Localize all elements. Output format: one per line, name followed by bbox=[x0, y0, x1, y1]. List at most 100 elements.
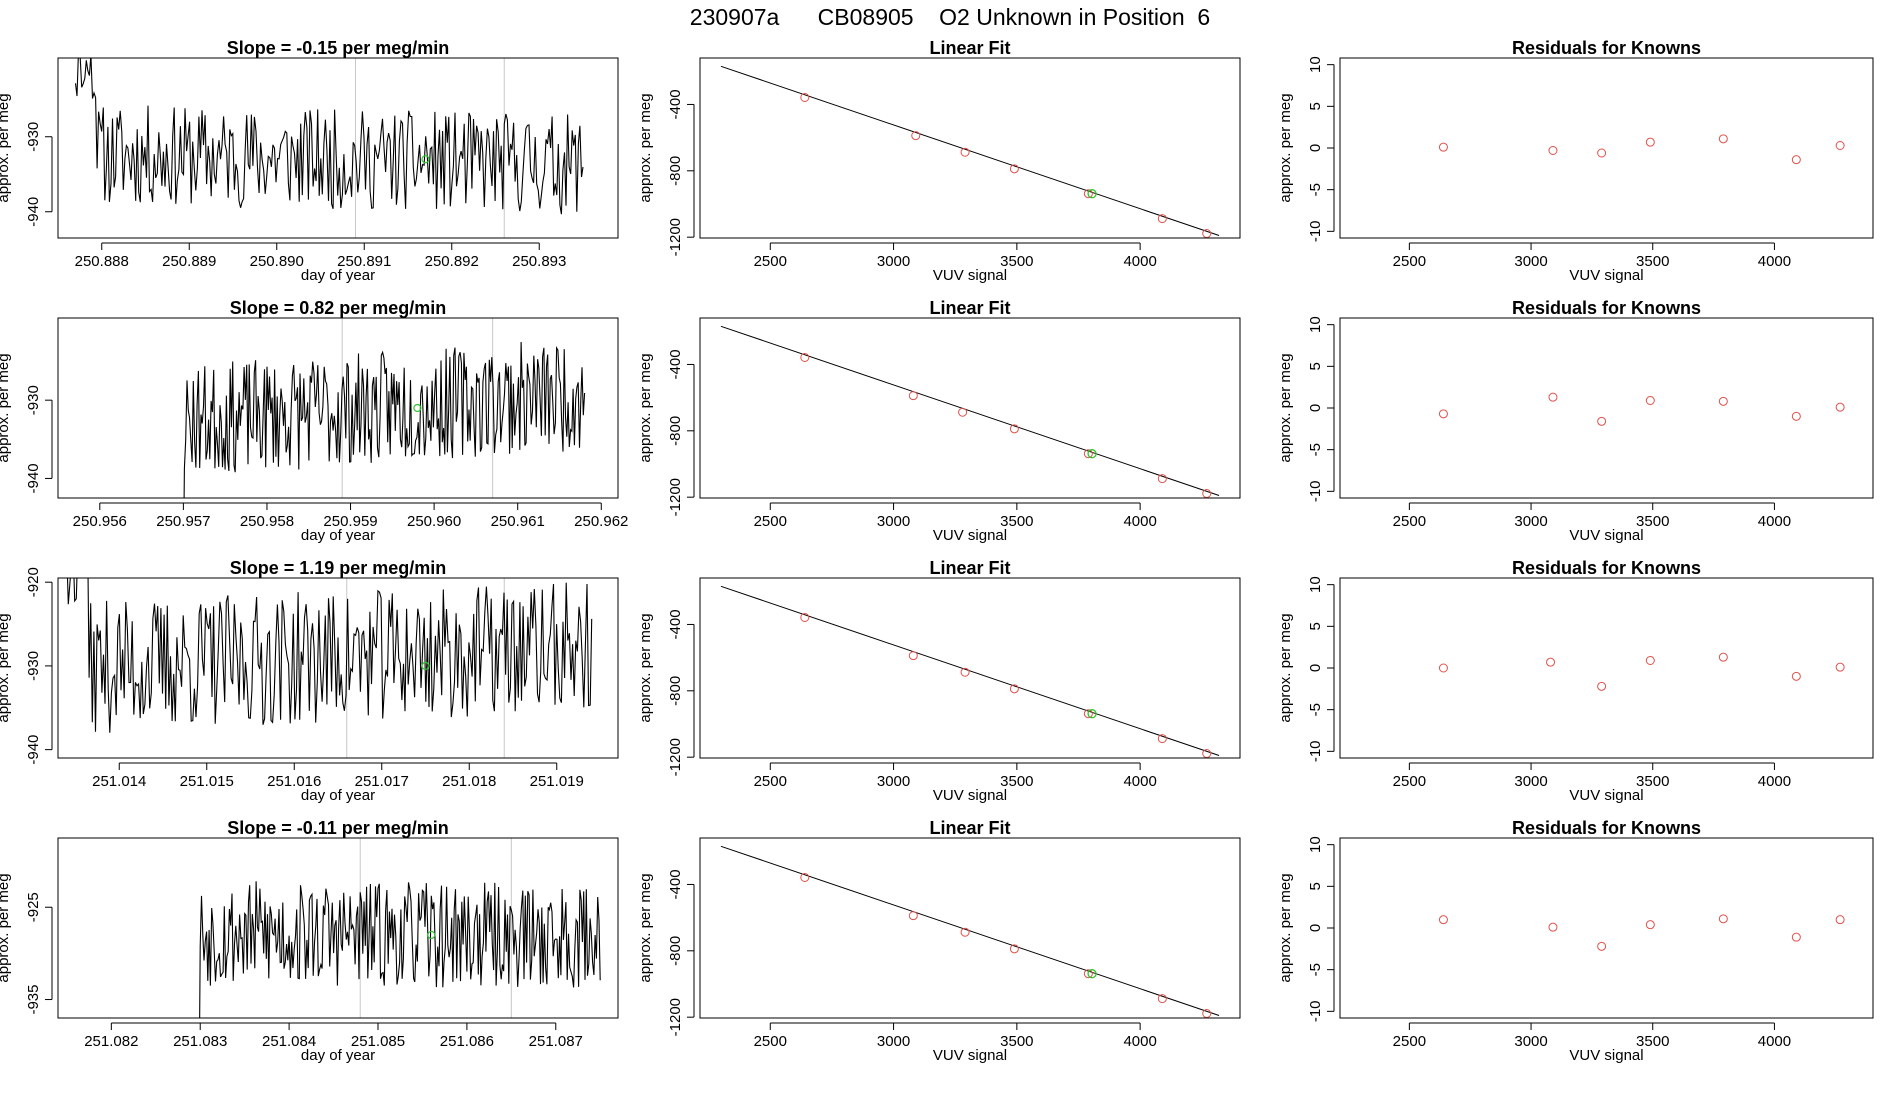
y-tick-label: 5 bbox=[1307, 882, 1324, 890]
x-axis-label: VUV signal bbox=[933, 787, 1007, 804]
y-tick-label: -920 bbox=[25, 567, 42, 597]
y-tick-label: -10 bbox=[1307, 220, 1324, 242]
known-point bbox=[1202, 1009, 1212, 1018]
x-tick-label: 251.082 bbox=[84, 1033, 138, 1050]
residual-point bbox=[1718, 396, 1728, 406]
known-point bbox=[958, 407, 968, 417]
y-tick-label: -940 bbox=[25, 463, 42, 493]
x-tick-label: 3500 bbox=[1636, 513, 1669, 530]
residual-point bbox=[1791, 411, 1801, 421]
x-tick-label: 3500 bbox=[1636, 253, 1669, 270]
unknown-point bbox=[1087, 189, 1097, 199]
x-tick-label: 250.959 bbox=[323, 513, 377, 530]
known-point bbox=[1009, 684, 1019, 694]
known-point bbox=[1157, 474, 1167, 484]
x-tick-label: 250.960 bbox=[407, 513, 461, 530]
y-axis-label: approx. per meg bbox=[637, 873, 654, 982]
plot-area bbox=[1438, 914, 1845, 951]
y-tick-label: -930 bbox=[25, 385, 42, 415]
chart-title: Linear Fit bbox=[929, 558, 1010, 578]
chart-title: Linear Fit bbox=[929, 818, 1010, 838]
x-tick-label: 3000 bbox=[1514, 773, 1547, 790]
y-axis-label: approx. per meg bbox=[0, 613, 12, 722]
x-tick-label: 4000 bbox=[1758, 1033, 1791, 1050]
plot-frame bbox=[699, 317, 1241, 499]
residual-point bbox=[1438, 142, 1448, 152]
known-point bbox=[1157, 214, 1167, 224]
x-axis-label: VUV signal bbox=[1569, 1047, 1643, 1064]
x-tick-label: 2500 bbox=[1393, 773, 1426, 790]
x-tick-label: 250.889 bbox=[162, 253, 216, 270]
y-tick-label: -400 bbox=[667, 609, 684, 639]
x-axis-label: VUV signal bbox=[933, 267, 1007, 284]
known-point bbox=[1083, 969, 1093, 979]
x-tick-label: 4000 bbox=[1123, 1033, 1156, 1050]
y-tick-label: 10 bbox=[1307, 836, 1324, 853]
y-tick-label: -10 bbox=[1307, 480, 1324, 502]
y-tick-label: -400 bbox=[667, 349, 684, 379]
x-tick-label: 251.018 bbox=[442, 773, 496, 790]
y-axis-label: approx. per meg bbox=[0, 873, 12, 982]
x-tick-label: 251.015 bbox=[180, 773, 234, 790]
known-point bbox=[1202, 749, 1212, 758]
x-tick-label: 2500 bbox=[754, 1033, 787, 1050]
known-point bbox=[960, 927, 970, 937]
panel-linear-fit-row4: Linear Fit VUV signal approx. per meg 2500 3… bbox=[637, 818, 1241, 1064]
fit-line bbox=[720, 585, 1220, 756]
chart-title: Linear Fit bbox=[929, 38, 1010, 58]
y-tick-label: -1200 bbox=[667, 218, 684, 256]
known-point bbox=[800, 872, 810, 882]
residual-point bbox=[1835, 915, 1845, 925]
residual-point bbox=[1645, 137, 1655, 147]
y-tick-label: -5 bbox=[1307, 183, 1324, 196]
plot-area bbox=[1438, 652, 1845, 691]
chart-title: Slope = -0.15 per meg/min bbox=[227, 38, 450, 58]
y-axis-label: approx. per meg bbox=[0, 93, 12, 202]
residual-point bbox=[1718, 914, 1728, 924]
y-tick-label: -940 bbox=[25, 735, 42, 765]
x-tick-label: 250.962 bbox=[574, 513, 628, 530]
plot-area bbox=[74, 58, 584, 238]
x-tick-label: 250.956 bbox=[73, 513, 127, 530]
known-point bbox=[911, 131, 921, 141]
plot-frame bbox=[699, 837, 1241, 1019]
y-axis-label: approx. per meg bbox=[1277, 93, 1294, 202]
unknown-point bbox=[1087, 449, 1097, 459]
series-line bbox=[74, 58, 584, 215]
x-tick-label: 3000 bbox=[877, 1033, 910, 1050]
panel-linear-fit-row2: Linear Fit VUV signal approx. per meg 2500 3… bbox=[637, 298, 1241, 544]
panel-linear-fit-row3: Linear Fit VUV signal approx. per meg 2500 3… bbox=[637, 558, 1241, 804]
x-tick-label: 3500 bbox=[1000, 1033, 1033, 1050]
plot-area bbox=[720, 325, 1220, 498]
plot-frame bbox=[57, 577, 619, 759]
panel-linear-fit-row1: Linear Fit VUV signal approx. per meg 2500 3… bbox=[637, 38, 1241, 284]
known-point bbox=[1157, 734, 1167, 744]
plot-area bbox=[720, 845, 1220, 1018]
x-tick-label: 4000 bbox=[1758, 513, 1791, 530]
panel-residuals-row4: Residuals for Knowns VUV signal approx. pe… bbox=[1277, 818, 1874, 1064]
residual-point bbox=[1645, 656, 1655, 665]
y-tick-label: -800 bbox=[667, 416, 684, 446]
x-axis-label: VUV signal bbox=[1569, 527, 1643, 544]
known-point bbox=[960, 147, 970, 157]
x-tick-label: 251.083 bbox=[173, 1033, 227, 1050]
known-point bbox=[1202, 229, 1212, 238]
unknown-point bbox=[421, 155, 430, 164]
x-tick-label: 4000 bbox=[1123, 253, 1156, 270]
known-point bbox=[1083, 709, 1093, 719]
residual-point bbox=[1718, 134, 1728, 144]
x-tick-label: 3000 bbox=[877, 253, 910, 270]
y-tick-label: -800 bbox=[667, 156, 684, 186]
page-title: 230907a CB08905 O2 Unknown in Position 6 bbox=[689, 4, 1211, 30]
plot-area bbox=[720, 585, 1220, 758]
x-axis-label: VUV signal bbox=[1569, 267, 1643, 284]
panel-time-series-row1: Slope = -0.15 per meg/min day of year appr… bbox=[0, 38, 619, 284]
series-line bbox=[66, 578, 593, 733]
y-tick-label: -1200 bbox=[667, 738, 684, 776]
chart-title: Slope = 1.19 per meg/min bbox=[230, 558, 447, 578]
y-tick-label: -5 bbox=[1307, 443, 1324, 456]
residual-point bbox=[1546, 657, 1556, 667]
plot-frame bbox=[1339, 577, 1874, 759]
y-tick-label: -930 bbox=[25, 651, 42, 681]
